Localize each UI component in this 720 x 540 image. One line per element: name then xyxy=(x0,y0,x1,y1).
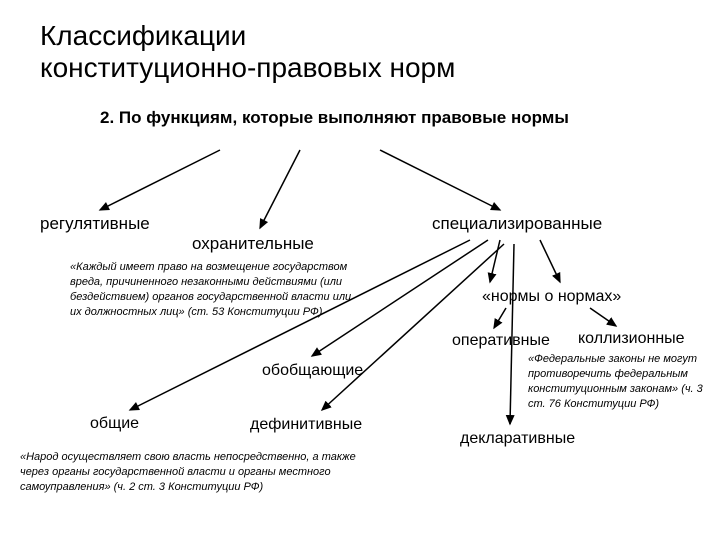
node-operative: оперативные xyxy=(452,332,550,350)
node-norms-about-norms: «нормы о нормах» xyxy=(482,288,621,306)
quote-2: «Федеральные законы не могут противоречи… xyxy=(528,352,706,411)
node-specialized: специализированные xyxy=(432,214,602,234)
node-collisional: коллизионные xyxy=(578,330,685,348)
subtitle: 2. По функциям, которые выполняют правов… xyxy=(100,108,569,128)
main-title: Классификации конституционно-правовых но… xyxy=(40,20,455,84)
node-declarative: декларативные xyxy=(460,430,575,448)
quote-1: «Каждый имеет право на возмещение госуда… xyxy=(70,260,360,319)
node-protective: охранительные xyxy=(192,234,314,254)
node-general: общие xyxy=(90,415,139,433)
diagram-canvas: Классификации конституционно-правовых но… xyxy=(0,0,720,540)
node-definitive: дефинитивные xyxy=(250,416,362,434)
quote-3: «Народ осуществляет свою власть непосред… xyxy=(20,450,380,495)
node-generalizing: обобщающие xyxy=(262,362,363,380)
node-regulative: регулятивные xyxy=(40,214,150,234)
